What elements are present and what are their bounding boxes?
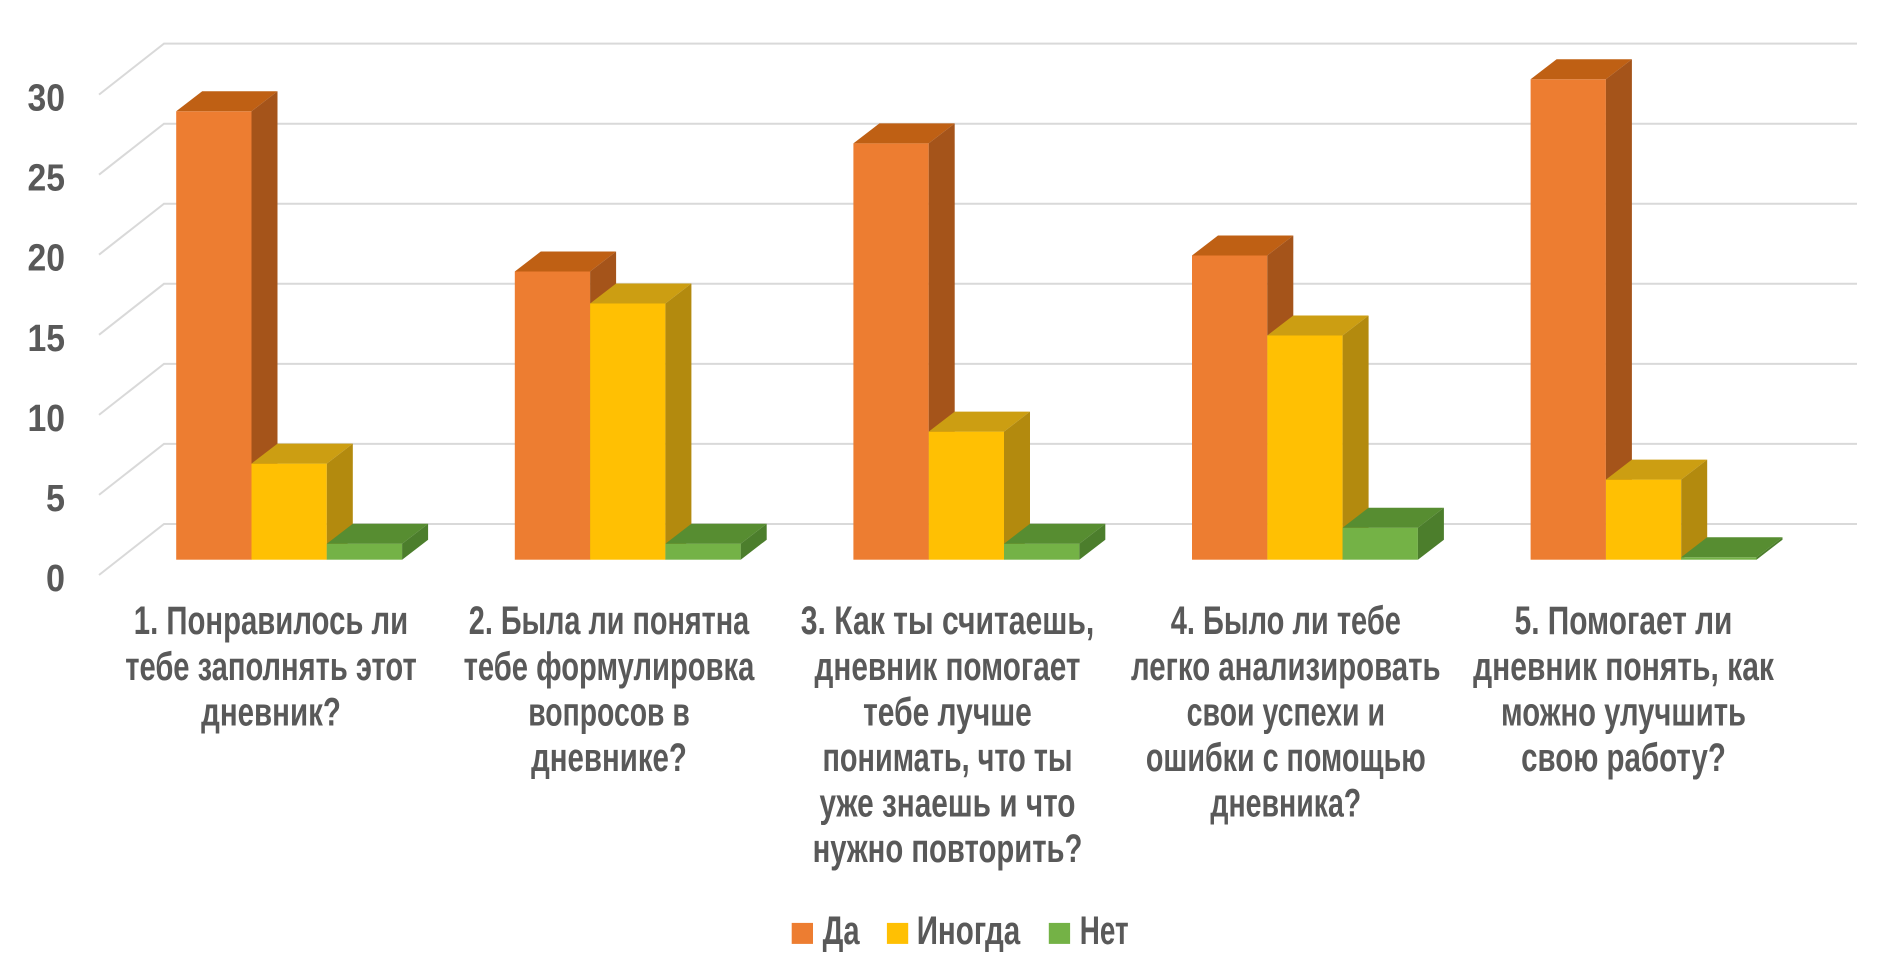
svg-text:тебе формулировка: тебе формулировка — [464, 645, 755, 689]
svg-text:свои успехи и: свои успехи и — [1187, 690, 1385, 734]
svg-text:Иногда: Иногда — [917, 909, 1021, 953]
svg-text:2. Была ли понятна: 2. Была ли понятна — [469, 599, 750, 643]
svg-text:дневник?: дневник? — [201, 690, 341, 734]
svg-text:нужно повторить?: нужно повторить? — [813, 827, 1083, 871]
svg-text:свою работу?: свою работу? — [1521, 736, 1726, 780]
svg-text:0: 0 — [46, 558, 65, 600]
svg-text:25: 25 — [28, 158, 66, 200]
svg-text:1. Понравилось ли: 1. Понравилось ли — [134, 599, 408, 643]
svg-text:дневнике?: дневнике? — [531, 736, 687, 780]
svg-text:15: 15 — [28, 318, 66, 360]
svg-text:дневник помогает: дневник помогает — [815, 645, 1081, 689]
svg-text:ошибки с помощью: ошибки с помощью — [1146, 736, 1426, 780]
svg-text:3. Как ты считаешь,: 3. Как ты считаешь, — [801, 599, 1095, 643]
svg-text:тебе лучше: тебе лучше — [863, 690, 1032, 734]
svg-text:тебе заполнять этот: тебе заполнять этот — [125, 645, 417, 689]
svg-text:понимать, что ты: понимать, что ты — [823, 736, 1073, 780]
svg-text:5. Помогает ли: 5. Помогает ли — [1515, 599, 1733, 643]
svg-text:вопросов в: вопросов в — [528, 690, 690, 734]
svg-text:4. Было ли тебе: 4. Было ли тебе — [1171, 599, 1401, 643]
svg-text:можно улучшить: можно улучшить — [1501, 690, 1746, 734]
svg-text:легко анализировать: легко анализировать — [1131, 645, 1441, 689]
svg-text:дневника?: дневника? — [1210, 782, 1361, 826]
svg-text:5: 5 — [46, 478, 65, 520]
svg-text:уже знаешь и что: уже знаешь и что — [820, 782, 1076, 826]
svg-text:10: 10 — [28, 398, 66, 440]
svg-text:дневник понять, как: дневник понять, как — [1473, 645, 1775, 689]
svg-text:Нет: Нет — [1080, 909, 1129, 953]
svg-text:Да: Да — [823, 909, 860, 953]
svg-text:30: 30 — [28, 78, 66, 120]
svg-text:20: 20 — [28, 238, 66, 280]
